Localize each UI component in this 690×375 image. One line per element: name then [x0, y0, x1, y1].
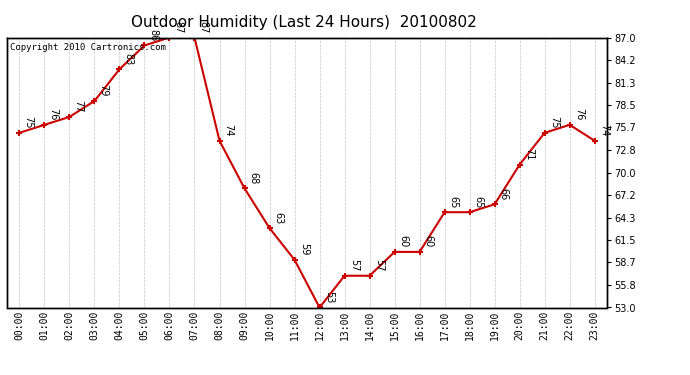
- Text: 53: 53: [324, 291, 334, 303]
- Text: 65: 65: [474, 196, 484, 208]
- Text: 68: 68: [248, 172, 259, 184]
- Text: 76: 76: [48, 108, 59, 121]
- Text: 66: 66: [499, 188, 509, 200]
- Text: 77: 77: [74, 100, 83, 113]
- Text: 79: 79: [99, 84, 108, 97]
- Text: 63: 63: [274, 211, 284, 224]
- Text: 57: 57: [374, 259, 384, 272]
- Text: 87: 87: [199, 21, 208, 33]
- Text: 57: 57: [348, 259, 359, 272]
- Text: 83: 83: [124, 53, 134, 65]
- Text: 76: 76: [574, 108, 584, 121]
- Text: 60: 60: [424, 236, 434, 248]
- Text: 74: 74: [599, 124, 609, 136]
- Text: 75: 75: [23, 116, 34, 129]
- Text: 74: 74: [224, 124, 234, 136]
- Text: 71: 71: [524, 148, 534, 160]
- Text: Copyright 2010 Cartronics.com: Copyright 2010 Cartronics.com: [10, 43, 166, 52]
- Text: 87: 87: [174, 21, 184, 33]
- Text: 59: 59: [299, 243, 308, 256]
- Text: 86: 86: [148, 29, 159, 41]
- Text: 65: 65: [448, 196, 459, 208]
- Text: 75: 75: [549, 116, 559, 129]
- Text: Outdoor Humidity (Last 24 Hours)  20100802: Outdoor Humidity (Last 24 Hours) 2010080…: [130, 15, 477, 30]
- Text: 60: 60: [399, 236, 408, 248]
